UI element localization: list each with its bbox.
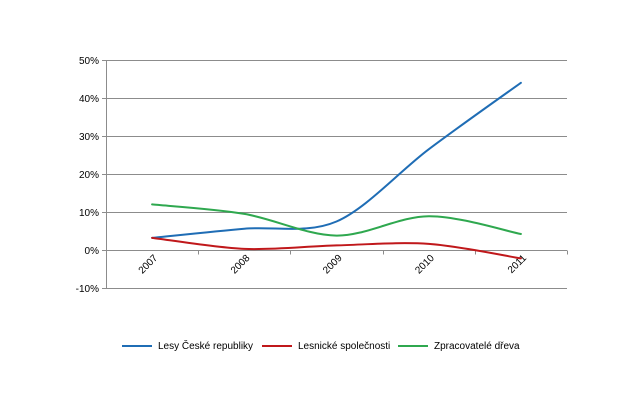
y-tick-labels: -10% 0% 10% 20% 30% 40% 50%: [76, 56, 99, 295]
series-line-lesnicke: [151, 236, 522, 260]
y-tick-label-1: 0%: [85, 246, 100, 257]
x-tick-labels: 2007 2008 2009 2010 2011: [137, 253, 530, 277]
legend-item-lesy: Lesy České republiky: [122, 336, 253, 356]
legend-swatch-lesnicke: [262, 345, 292, 347]
y-tick-label-2: 10%: [79, 208, 99, 219]
legend: Lesy České republiky Lesnické společnost…: [0, 336, 640, 356]
series-lines: [151, 81, 522, 260]
legend-label-lesnicke: Lesnické společnosti: [298, 340, 391, 352]
y-tick-label-5: 40%: [79, 94, 99, 105]
axes: [102, 60, 568, 289]
series-line-zpracovatele: [151, 203, 522, 237]
y-tick-label-0: -10%: [76, 284, 99, 295]
gridlines: [106, 60, 567, 289]
x-tick-label-2009: 2009: [321, 253, 345, 277]
series-line-lesy: [151, 81, 522, 239]
legend-label-lesy: Lesy České republiky: [158, 340, 254, 352]
y-tick-label-4: 30%: [79, 132, 99, 143]
x-tick-label-2010: 2010: [413, 253, 437, 277]
y-tick-label-6: 50%: [79, 56, 99, 67]
x-tick-label-2008: 2008: [229, 253, 253, 277]
y-tick-label-3: 20%: [79, 170, 99, 181]
legend-swatch-zpracovatele: [398, 345, 428, 347]
x-tick-label-2007: 2007: [137, 253, 161, 277]
legend-item-zpracovatele: Zpracovatelé dřeva: [398, 336, 520, 356]
legend-label-zpracovatele: Zpracovatelé dřeva: [434, 340, 520, 352]
legend-swatch-lesy: [122, 345, 152, 347]
legend-item-lesnicke: Lesnické společnosti: [262, 336, 390, 356]
